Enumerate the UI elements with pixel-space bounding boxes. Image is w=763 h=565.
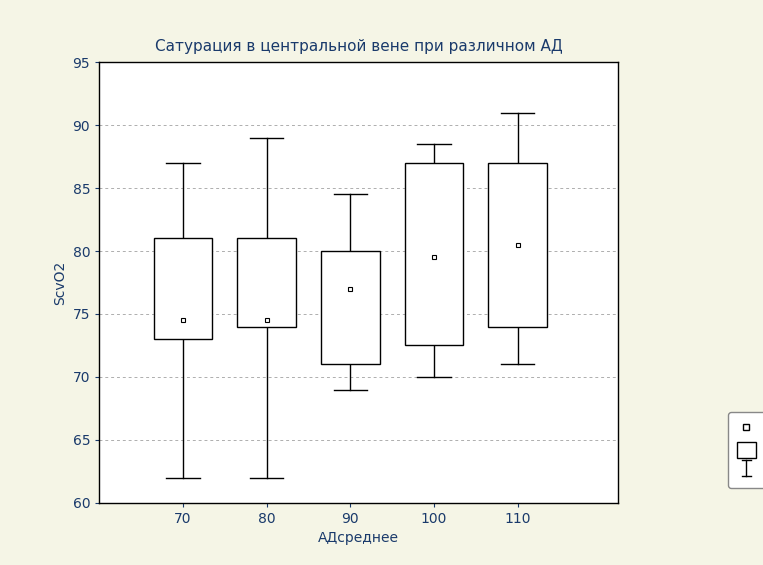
Bar [153, 238, 212, 339]
Bar [321, 251, 379, 364]
Bar [488, 163, 547, 327]
X-axis label: АДсреднее: АДсреднее [318, 532, 399, 545]
Bar [404, 163, 463, 345]
Title: Сатурация в центральной вене при различном АД: Сатурация в центральной вене при различн… [155, 39, 562, 54]
Bar [237, 238, 296, 327]
Legend: Median, 25%-75%, Min-Max: Median, 25%-75%, Min-Max [728, 412, 763, 488]
Y-axis label: ScvO2: ScvO2 [53, 260, 67, 305]
